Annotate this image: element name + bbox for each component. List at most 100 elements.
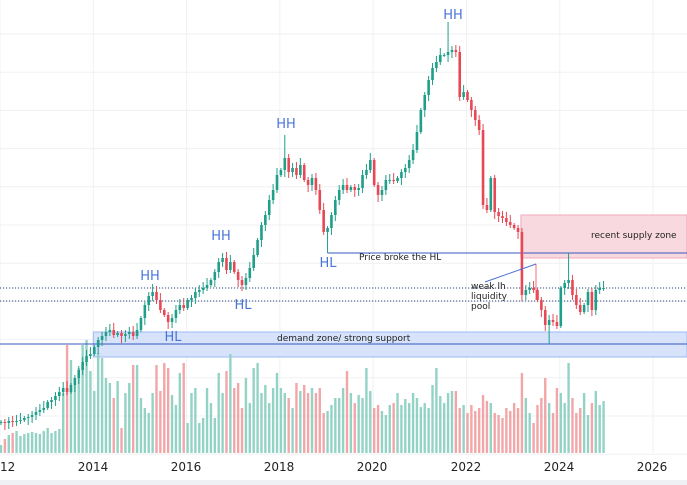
candle-body — [46, 402, 49, 408]
candle-body — [166, 315, 170, 322]
candle-body — [528, 288, 531, 290]
candle-body — [244, 278, 248, 285]
candle-body — [58, 392, 61, 396]
volume-bar — [318, 388, 321, 453]
volume-bar — [108, 383, 112, 453]
volume-bar — [221, 393, 224, 453]
volume-bar — [0, 445, 3, 453]
candle-body — [209, 280, 213, 285]
candle-body — [77, 370, 81, 378]
candle-body — [42, 408, 46, 410]
volume-bar — [361, 398, 364, 453]
candle-body — [50, 400, 53, 402]
volume-bar — [3, 439, 7, 453]
volume-bar — [353, 403, 356, 453]
x-tick: 2020 — [356, 460, 388, 474]
candle-body — [396, 178, 399, 181]
volume-bar — [151, 393, 154, 453]
candle-body — [159, 300, 162, 310]
candle-body — [23, 418, 26, 420]
candle-body — [30, 415, 34, 417]
volume-bar — [69, 360, 73, 453]
volume-bar — [544, 378, 547, 453]
volume-bar — [540, 398, 543, 453]
candle-body — [330, 215, 333, 228]
volume-bar — [411, 393, 415, 453]
volume-bar — [116, 381, 119, 453]
candle-body — [411, 150, 415, 160]
volume-bar — [120, 428, 123, 453]
candle-body — [559, 288, 563, 326]
candle-body — [555, 322, 559, 326]
candle-body — [345, 185, 349, 190]
volume-bar — [139, 398, 143, 453]
volume-bar — [96, 353, 100, 453]
candle-body — [65, 388, 69, 392]
candle-body — [197, 290, 201, 292]
structure-label-hl: HL — [234, 298, 252, 313]
volume-bar — [23, 434, 26, 453]
volume-bar — [454, 391, 458, 453]
volume-bars — [0, 340, 605, 453]
candle-body — [415, 132, 419, 150]
candle-body — [194, 292, 197, 298]
candle-body — [139, 318, 143, 330]
candle-body — [127, 332, 131, 334]
volume-bar — [373, 408, 376, 453]
candle-body — [3, 422, 7, 423]
volume-bar — [58, 429, 61, 453]
candle-body — [38, 410, 42, 412]
volume-bar — [112, 398, 115, 453]
volume-bar — [415, 398, 419, 453]
volume-bar — [477, 408, 481, 453]
volume-bar — [551, 413, 555, 453]
volume-bar — [439, 396, 442, 453]
structure-label-hl: HL — [319, 256, 337, 271]
candle-body — [582, 305, 586, 312]
volume-bar — [233, 388, 236, 453]
candle-body — [271, 190, 275, 200]
candle-body — [337, 190, 341, 200]
volume-bar — [322, 413, 325, 453]
levels — [0, 252, 687, 345]
candle-body — [54, 396, 57, 400]
volume-bar — [407, 403, 411, 453]
volume-bar — [268, 403, 271, 453]
volume-bar — [579, 408, 582, 453]
volume-bar — [299, 391, 302, 453]
candle-body — [19, 420, 22, 421]
volume-bar — [236, 383, 240, 453]
candle-body — [547, 320, 551, 325]
volume-bar — [442, 403, 446, 453]
volume-bar — [380, 411, 384, 453]
candle-body — [594, 290, 598, 310]
volume-bar — [201, 418, 205, 453]
volume-bar — [291, 408, 294, 453]
candle-body — [438, 55, 442, 62]
volume-bar — [27, 433, 30, 453]
volume-bar — [194, 388, 197, 453]
x-tick: 2016 — [170, 460, 202, 474]
volume-bar — [260, 393, 263, 453]
volume-bar — [493, 413, 496, 453]
volume-bar — [186, 423, 189, 453]
candle-body — [295, 168, 298, 175]
volume-bar — [384, 415, 388, 453]
candle-body — [260, 225, 263, 240]
volume-bar — [248, 403, 251, 453]
volume-bar — [466, 413, 469, 453]
candle-body — [512, 225, 516, 228]
candle-body — [586, 292, 590, 305]
candle-body — [170, 318, 174, 322]
volume-bar — [50, 433, 53, 453]
candle-body — [93, 347, 96, 354]
volume-bar — [582, 393, 586, 453]
candle-body — [365, 170, 368, 175]
candle-body — [489, 178, 493, 210]
volume-bar — [275, 373, 279, 453]
x-tick: 2012 — [0, 460, 16, 474]
candle-body — [186, 300, 189, 308]
volume-bar — [419, 407, 423, 453]
x-tick: 2014 — [77, 460, 109, 474]
